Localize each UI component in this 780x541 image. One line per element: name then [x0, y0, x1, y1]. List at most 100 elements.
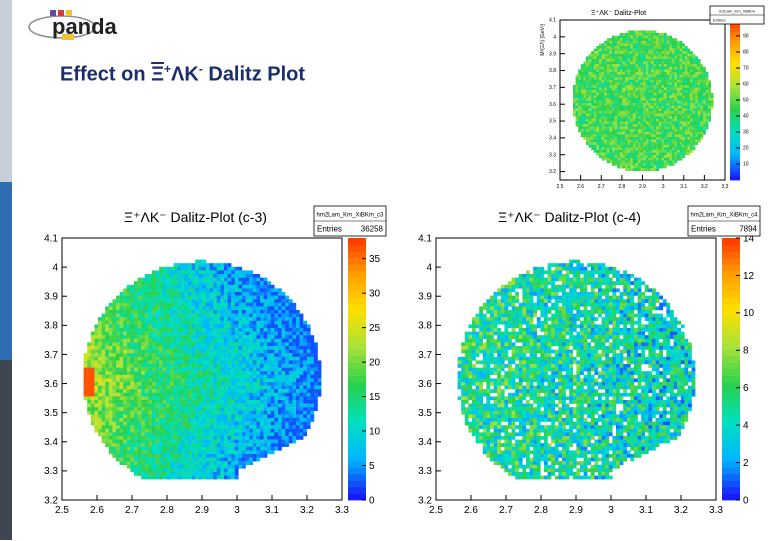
heatmap-cell: [152, 393, 156, 397]
heatmap-cell: [612, 127, 615, 130]
heatmap-cell: [220, 278, 224, 282]
heatmap-cell: [661, 106, 664, 109]
heatmap-cell: [693, 116, 696, 119]
heatmap-cell: [630, 38, 633, 41]
heatmap-cell: [643, 30, 646, 33]
heatmap-cell: [271, 285, 275, 289]
heatmap-cell: [260, 357, 264, 361]
heatmap-cell: [109, 371, 113, 375]
heatmap-cell: [635, 88, 638, 91]
heatmap-cell: [693, 64, 696, 67]
heatmap-cell: [213, 303, 217, 307]
heatmap-cell: [703, 69, 706, 72]
heatmap-cell: [672, 98, 675, 101]
heatmap-cell: [682, 59, 685, 62]
heatmap-cell: [148, 306, 152, 310]
heatmap-cell: [596, 80, 599, 83]
heatmap-cell: [698, 140, 701, 143]
heatmap-cell: [654, 56, 657, 59]
heatmap-cell: [677, 98, 680, 101]
heatmap-cell: [617, 67, 620, 70]
heatmap-cell: [264, 306, 268, 310]
heatmap-cell: [643, 80, 646, 83]
heatmap-cell: [646, 72, 649, 75]
heatmap-cell: [296, 368, 300, 372]
heatmap-cell: [604, 147, 607, 150]
heatmap-cell: [677, 62, 680, 65]
heatmap-cell: [202, 299, 206, 303]
heatmap-cell: [622, 160, 625, 163]
heatmap-cell: [643, 168, 646, 171]
heatmap-cell: [680, 119, 683, 122]
colorbar-step: [730, 136, 740, 140]
heatmap-cell: [202, 270, 206, 274]
heatmap-cell: [646, 30, 649, 33]
heatmap-cell: [576, 80, 579, 83]
heatmap-cell: [594, 62, 597, 65]
heatmap-cell: [102, 368, 106, 372]
heatmap-cell: [109, 339, 113, 343]
heatmap-cell: [635, 163, 638, 166]
heatmap-cell: [238, 411, 242, 415]
heatmap-cell: [213, 342, 217, 346]
heatmap-cell: [612, 111, 615, 114]
heatmap-cell: [680, 75, 683, 78]
heatmap-cell: [231, 332, 235, 336]
heatmap-cell: [622, 95, 625, 98]
heatmap-cell: [622, 163, 625, 166]
heatmap-cell: [238, 364, 242, 368]
heatmap-cell: [303, 364, 307, 368]
heatmap-cell: [664, 140, 667, 143]
heatmap-cell: [249, 404, 253, 408]
heatmap-cell: [664, 51, 667, 54]
heatmap-cell: [687, 59, 690, 62]
heatmap-cell: [253, 389, 257, 393]
heatmap-cell: [98, 321, 102, 325]
heatmap-cell: [120, 425, 124, 429]
heatmap-cell: [94, 378, 98, 382]
heatmap-cell: [646, 38, 649, 41]
heatmap-cell: [651, 82, 654, 85]
heatmap-cell: [210, 314, 214, 318]
heatmap-cell: [617, 80, 620, 83]
heatmap-cell: [607, 147, 610, 150]
heatmap-cell: [184, 357, 188, 361]
heatmap-cell: [156, 422, 160, 426]
heatmap-cell: [181, 357, 185, 361]
heatmap-cell: [599, 43, 602, 46]
heatmap-cell: [210, 364, 214, 368]
heatmap-cell: [700, 124, 703, 127]
heatmap-cell: [231, 292, 235, 296]
heatmap-cell: [206, 342, 210, 346]
heatmap-cell: [307, 328, 311, 332]
heatmap-cell: [643, 59, 646, 62]
heatmap-cell: [609, 124, 612, 127]
heatmap-cell: [199, 422, 203, 426]
heatmap-cell: [648, 145, 651, 148]
heatmap-cell: [599, 75, 602, 78]
heatmap-cell: [260, 288, 264, 292]
heatmap-cell: [102, 314, 106, 318]
heatmap-cell: [625, 160, 628, 163]
heatmap-cell: [687, 132, 690, 135]
heatmap-cell: [674, 103, 677, 106]
heatmap-cell: [202, 418, 206, 422]
heatmap-cell: [656, 41, 659, 44]
heatmap-cell: [680, 103, 683, 106]
heatmap-cell: [685, 59, 688, 62]
heatmap-cell: [622, 85, 625, 88]
heatmap-cell: [188, 350, 192, 354]
heatmap-cell: [256, 396, 260, 400]
heatmap-cell: [646, 49, 649, 52]
heatmap-cell: [242, 389, 246, 393]
heatmap-cell: [170, 342, 174, 346]
heatmap-cell: [141, 317, 145, 321]
heatmap-cell: [278, 324, 282, 328]
heatmap-cell: [687, 54, 690, 57]
heatmap-cell: [249, 357, 253, 361]
heatmap-cell: [615, 43, 618, 46]
heatmap-cell: [680, 111, 683, 114]
heatmap-cell: [285, 321, 289, 325]
heatmap-cell: [174, 339, 178, 343]
heatmap-cell: [700, 77, 703, 80]
